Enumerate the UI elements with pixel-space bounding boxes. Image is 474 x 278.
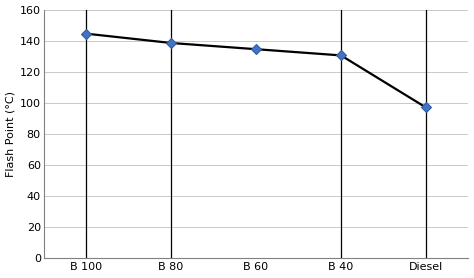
Y-axis label: Flash Point (°C): Flash Point (°C)	[6, 91, 16, 177]
